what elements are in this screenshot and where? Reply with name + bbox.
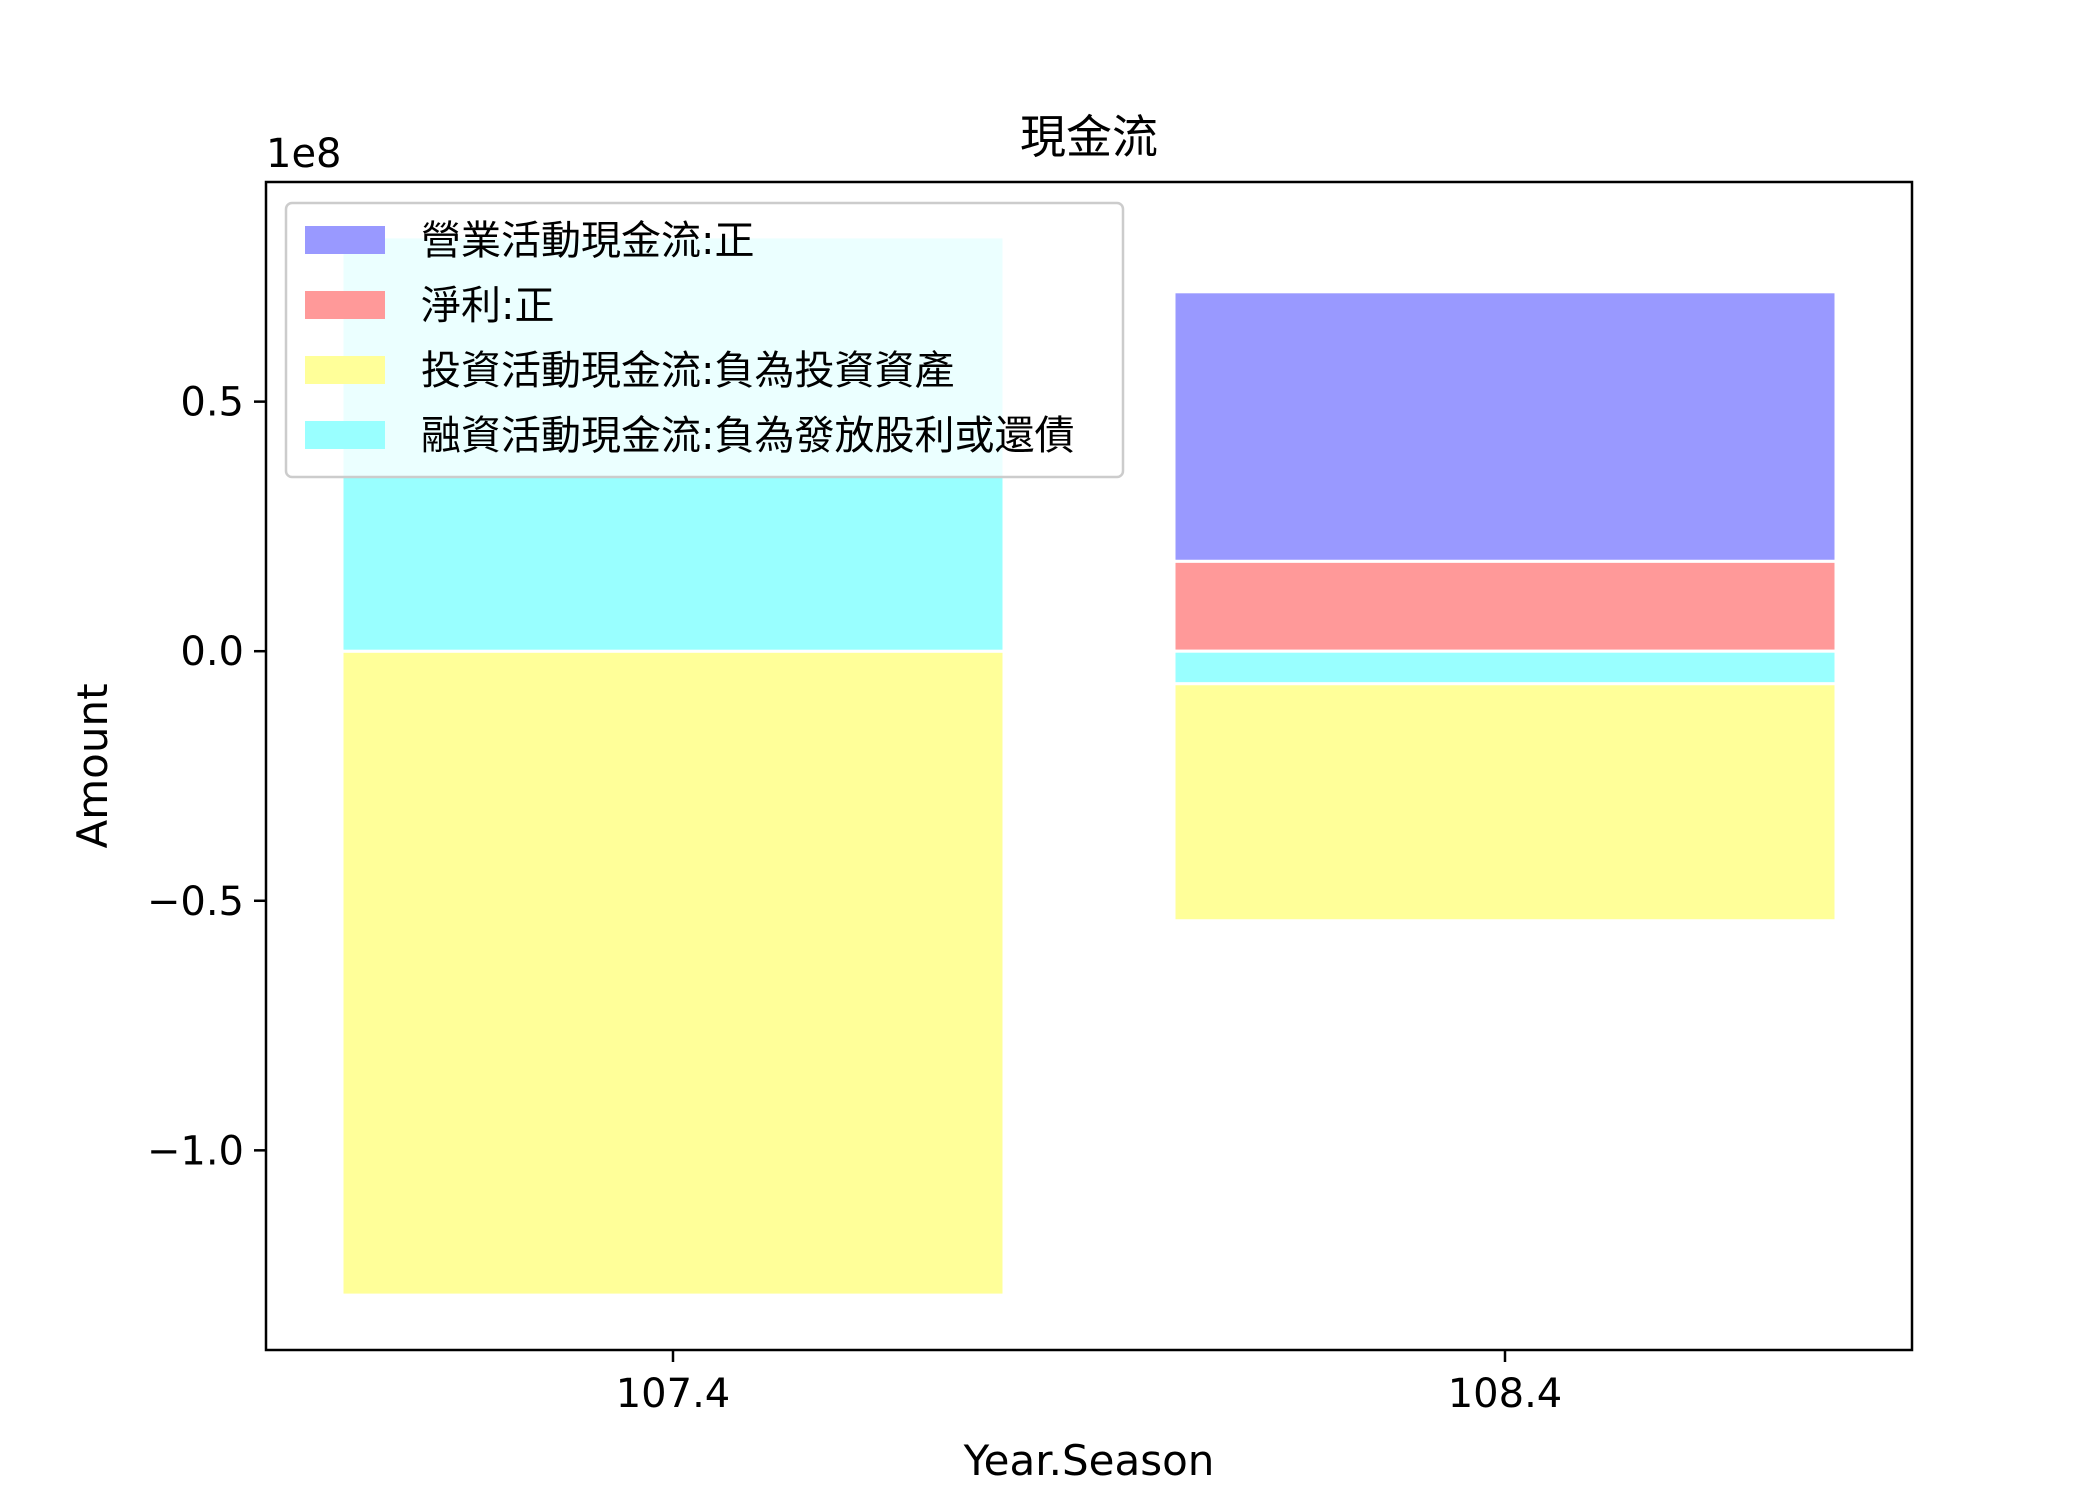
y-tick-label: −1.0 xyxy=(147,1128,244,1174)
y-tick-label: 0.5 xyxy=(180,380,244,426)
y-tick-label: −0.5 xyxy=(147,879,244,925)
legend: 營業活動現金流:正淨利:正投資活動現金流:負為投資資產融資活動現金流:負為發放股… xyxy=(284,201,1125,479)
y-offset-label: 1e8 xyxy=(266,131,342,177)
legend-label: 淨利:正 xyxy=(421,283,554,329)
legend-swatch xyxy=(305,226,385,254)
bar-series-2-107-4 xyxy=(340,649,1006,1297)
legend-swatch xyxy=(305,421,385,449)
y-tick-label: 0.0 xyxy=(180,629,244,675)
bar-series-0-108-4 xyxy=(1172,290,1838,563)
x-tick-label: 107.4 xyxy=(616,1371,731,1417)
legend-swatch xyxy=(305,291,385,319)
x-tick-label: 108.4 xyxy=(1448,1371,1563,1417)
legend-swatch xyxy=(305,356,385,384)
legend-label: 營業活動現金流:正 xyxy=(421,218,754,264)
plot-frame xyxy=(264,180,1914,1352)
x-axis-title: Year.Season xyxy=(963,1436,1215,1485)
ticks-layer: 0.5 0.0 −0.5 −1.0 107.4 108.4 xyxy=(147,380,1562,1417)
y-axis-title: Amount xyxy=(68,683,117,848)
chart-title: 現金流 xyxy=(1020,110,1158,164)
bar-series-1-108-4 xyxy=(1172,559,1838,653)
bar-series-2-108-4 xyxy=(1172,682,1838,923)
legend-label: 融資活動現金流:負為發放股利或還債 xyxy=(421,413,1074,459)
bar-series-3-108-4 xyxy=(1172,649,1838,686)
legend-label: 投資活動現金流:負為投資資產 xyxy=(421,348,954,394)
legend-frame xyxy=(284,201,1125,479)
